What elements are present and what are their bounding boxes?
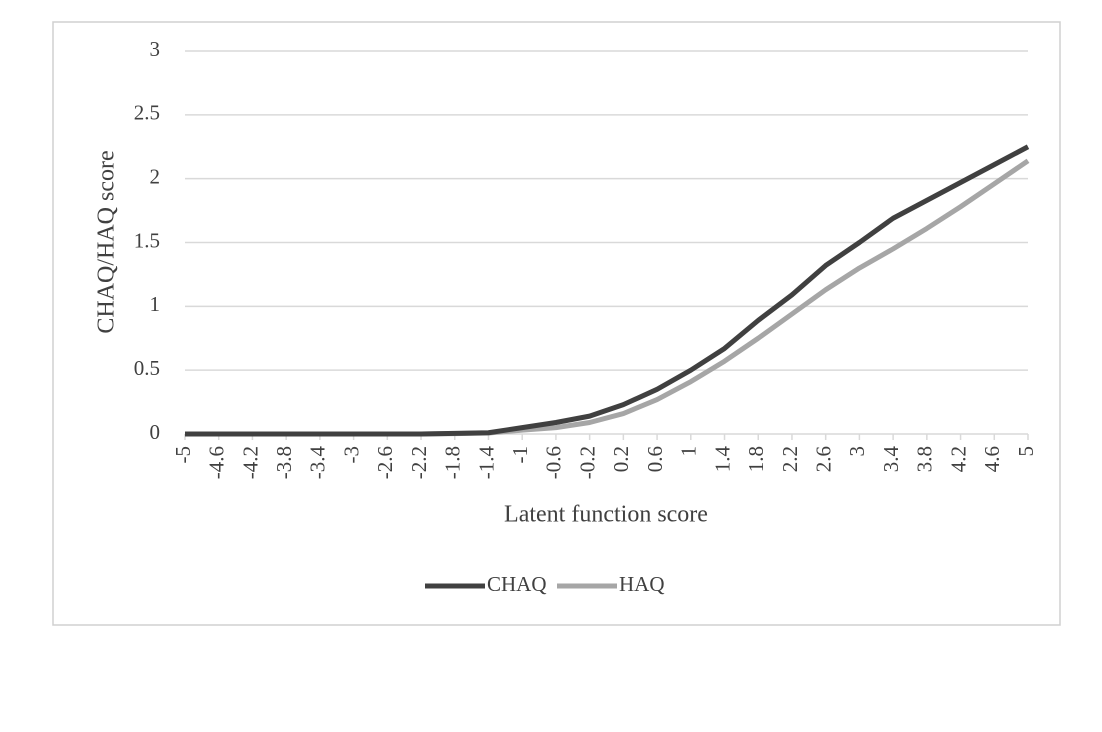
x-tick-label: -4.6 — [205, 446, 229, 479]
x-tick-label: -3 — [339, 446, 363, 464]
y-tick-label: 2.5 — [134, 101, 160, 125]
x-tick-label: -0.6 — [542, 446, 566, 479]
x-tick-label: -1 — [508, 446, 532, 464]
x-tick-label: -4.2 — [238, 446, 262, 479]
x-tick-label: -1.4 — [474, 446, 498, 480]
x-tick-label: -3.8 — [272, 446, 296, 479]
x-tick-label: 0.6 — [643, 446, 667, 472]
x-tick-label: 3.8 — [913, 446, 937, 472]
y-tick-label: 1 — [150, 292, 161, 316]
x-tick-label: 4.6 — [980, 446, 1004, 472]
x-tick-label: 1.4 — [710, 446, 734, 473]
x-axis-label: Latent function score — [504, 502, 708, 528]
y-tick-label: 2 — [150, 164, 161, 188]
x-tick-label: -2.2 — [407, 446, 431, 479]
y-tick-label: 0 — [150, 420, 161, 444]
y-tick-label: 3 — [150, 37, 161, 61]
x-tick-label: 4.2 — [946, 446, 970, 472]
x-tick-label: 1 — [677, 446, 701, 457]
legend-label: CHAQ — [487, 572, 547, 596]
y-tick-label: 1.5 — [134, 228, 160, 252]
x-tick-label: -2.6 — [373, 446, 397, 479]
legend-label: HAQ — [619, 572, 665, 596]
x-tick-label: 3 — [845, 446, 869, 457]
x-tick-label: -3.4 — [306, 446, 330, 480]
x-tick-label: 3.4 — [879, 446, 903, 473]
x-tick-label: -5 — [171, 446, 195, 464]
x-tick-label: 0.2 — [609, 446, 633, 472]
chart-frame — [52, 21, 1061, 626]
x-tick-label: 1.8 — [744, 446, 768, 472]
x-tick-label: 2.6 — [811, 446, 835, 472]
y-axis-label: CHAQ/HAQ score — [94, 150, 120, 333]
x-tick-label: 5 — [1014, 446, 1038, 457]
x-tick-label: 2.2 — [778, 446, 802, 472]
x-tick-label: -1.8 — [441, 446, 465, 479]
y-tick-label: 0.5 — [134, 356, 160, 380]
x-tick-label: -0.2 — [575, 446, 599, 479]
data-line — [185, 144, 1030, 437]
